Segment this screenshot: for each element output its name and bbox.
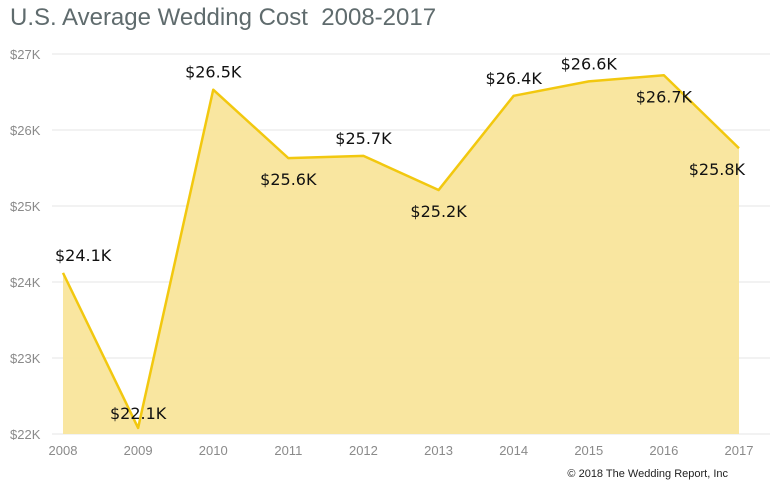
data-label: $26.6K [561,54,618,73]
y-tick-label: $25K [10,199,41,214]
series-line [61,74,740,430]
data-label: $25.7K [335,129,392,148]
x-tick-label: 2015 [574,443,603,458]
y-tick-label: $23K [10,351,41,366]
data-label: $25.2K [410,202,467,221]
data-label: $22.1K [110,404,167,423]
y-tick-label: $22K [10,427,41,442]
y-tick-label: $27K [10,47,41,62]
x-tick-label: 2008 [49,443,78,458]
data-label: $26.4K [486,69,543,88]
y-tick-label: $24K [10,275,41,290]
x-tick-label: 2012 [349,443,378,458]
x-tick-label: 2010 [199,443,228,458]
x-tick-label: 2017 [725,443,754,458]
data-label: $25.8K [689,160,746,179]
chart-title: U.S. Average Wedding Cost 2008-2017 [10,4,437,31]
x-tick-label: 2014 [499,443,528,458]
copyright-credit: © 2018 The Wedding Report, Inc [567,468,728,480]
x-tick-label: 2016 [649,443,678,458]
data-label: $25.6K [260,170,317,189]
x-tick-label: 2013 [424,443,453,458]
area-fill [63,75,739,434]
data-label: $26.5K [185,63,242,82]
y-tick-label: $26K [10,123,41,138]
data-label: $26.7K [636,87,693,106]
x-tick-label: 2009 [124,443,153,458]
data-label: $24.1K [55,246,112,265]
x-tick-label: 2011 [274,443,302,458]
